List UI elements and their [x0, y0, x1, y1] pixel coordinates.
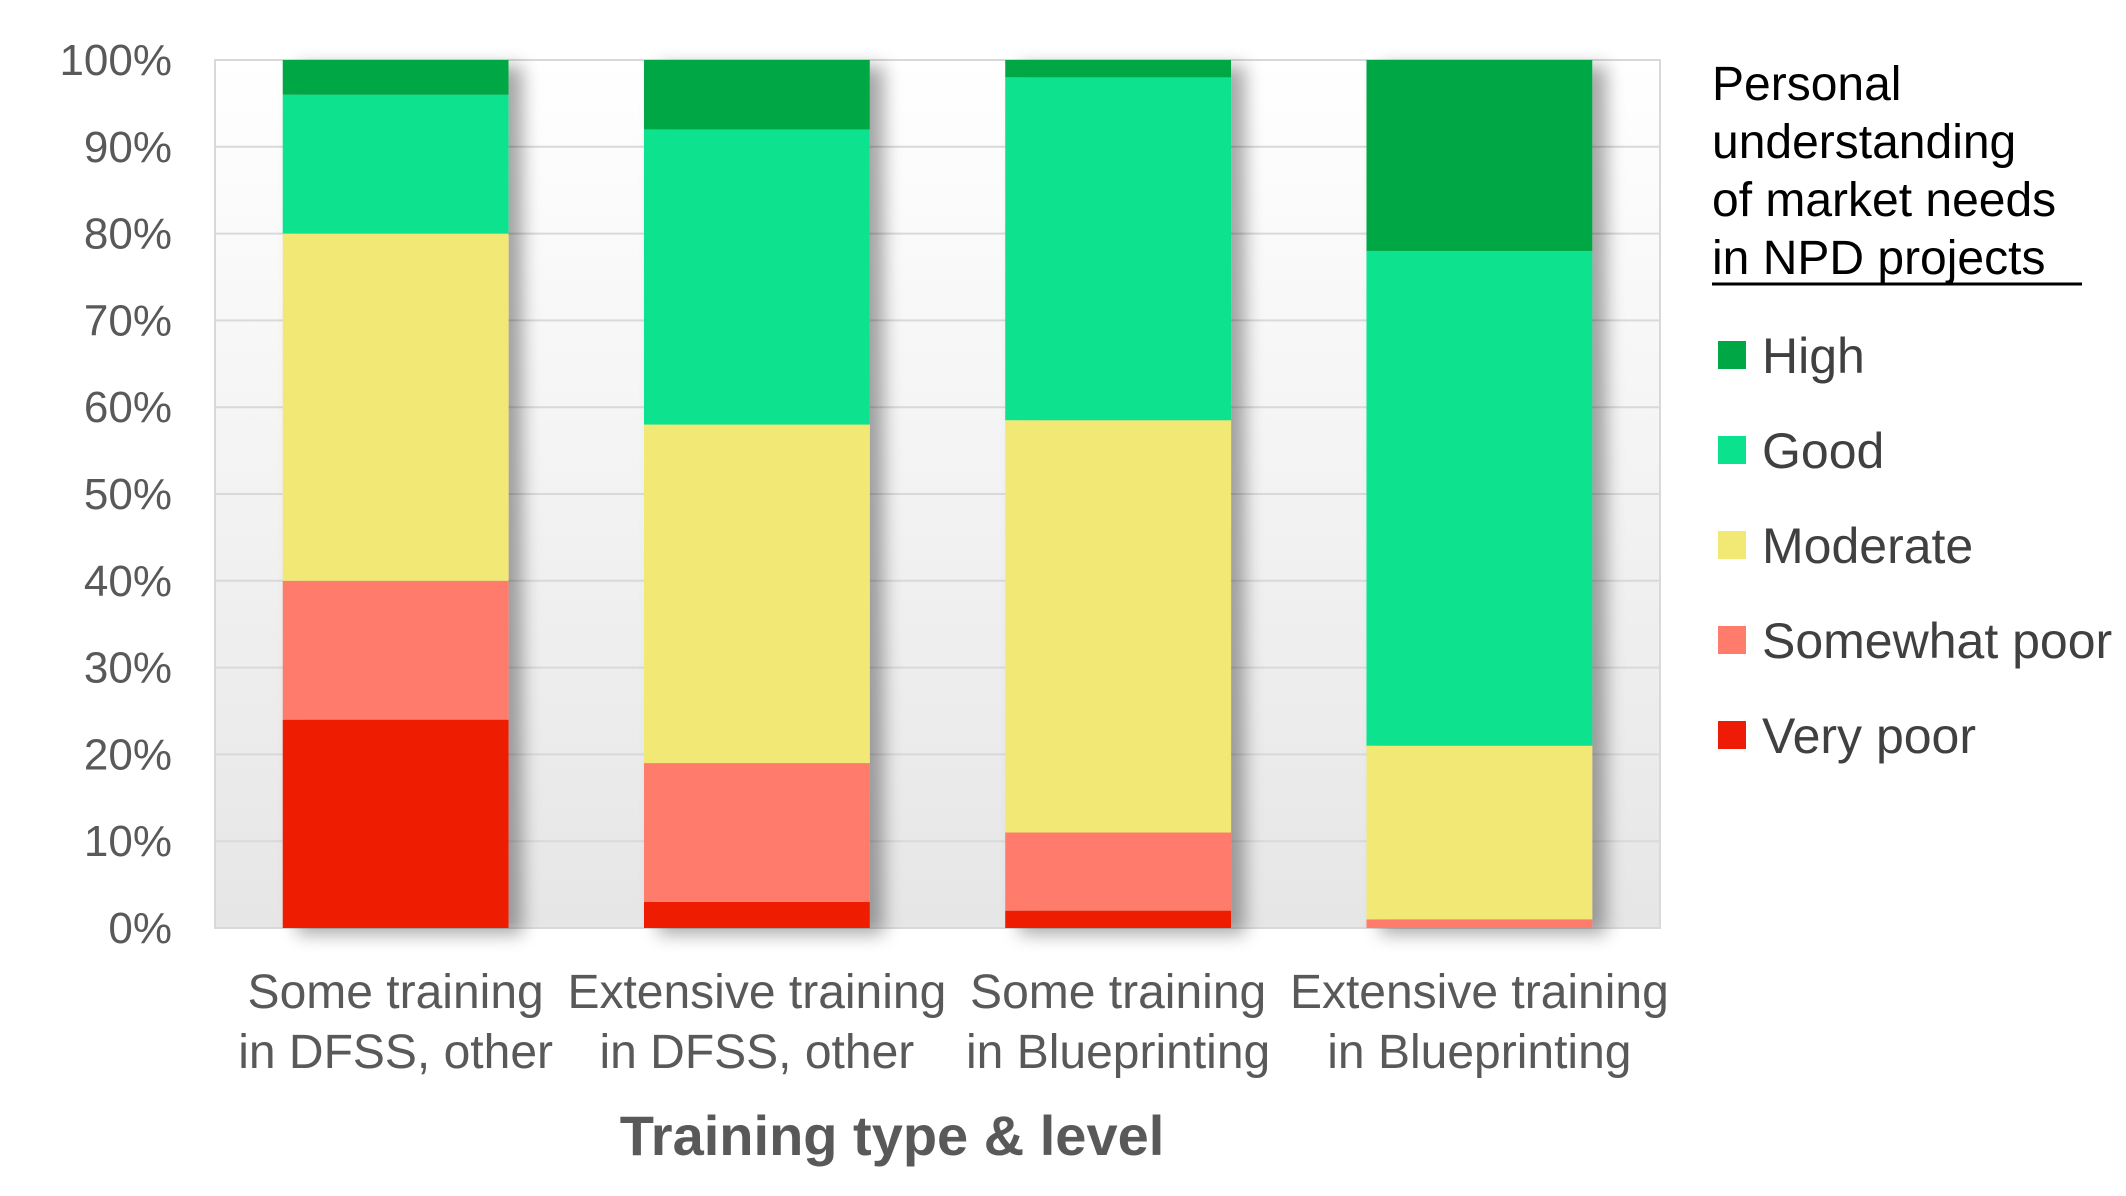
bar-segment-moderate: [1366, 745, 1593, 920]
legend-label: Somewhat poor: [1762, 613, 2112, 669]
x-category-label: in Blueprinting: [1327, 1026, 1631, 1079]
bar-segment-very-poor: [282, 719, 509, 928]
bar-segment-very-poor: [643, 901, 870, 928]
bars: [282, 60, 1593, 928]
legend-item: Very poor: [1718, 708, 1976, 764]
bar-segment-moderate: [643, 424, 870, 764]
bar-stack: [282, 60, 509, 928]
x-category-label: in Blueprinting: [966, 1026, 1270, 1079]
legend-title-line: in NPD projects: [1712, 232, 2045, 285]
bar-stack: [643, 60, 870, 928]
bar-segment-good: [1366, 250, 1593, 746]
legend-swatch: [1718, 721, 1746, 749]
legend-swatch: [1718, 626, 1746, 654]
legend-swatch: [1718, 436, 1746, 464]
y-tick-label: 90%: [84, 123, 172, 172]
bar-segment-moderate: [282, 233, 509, 581]
x-category-label: in DFSS, other: [599, 1026, 914, 1079]
bar-segment-high: [1005, 60, 1232, 78]
bar-segment-very-poor: [1005, 910, 1232, 928]
y-tick-label: 0%: [108, 904, 172, 953]
x-category-label: in DFSS, other: [238, 1026, 553, 1079]
legend-label: Moderate: [1762, 518, 1973, 574]
y-axis-tick-labels: 0% 10% 20% 30% 40% 50% 60% 70% 80% 90% 100%: [59, 36, 172, 953]
x-category-label: Extensive training: [1290, 966, 1669, 1019]
x-category-label: Extensive training: [567, 966, 946, 1019]
legend-items: High Good Moderate Somewhat poor Very poor: [1718, 328, 2112, 764]
y-tick-label: 30%: [84, 644, 172, 693]
legend-title-line: of market needs: [1712, 174, 2056, 227]
legend-label: Good: [1762, 423, 1884, 479]
bar-segment-somewhat-poor: [1366, 919, 1593, 928]
legend-label: High: [1762, 328, 1865, 384]
x-category-label: Some training: [970, 966, 1266, 1019]
bar-segment-high: [643, 60, 870, 130]
bar-segment-good: [282, 94, 509, 234]
legend-swatch: [1718, 531, 1746, 559]
x-axis-category-labels: Some training in DFSS, other Extensive tra…: [238, 966, 1669, 1079]
y-tick-label: 60%: [84, 383, 172, 432]
legend-swatch: [1718, 341, 1746, 369]
x-category-label: Some training: [248, 966, 544, 1019]
bar-segment-somewhat-poor: [1005, 832, 1232, 911]
bar-segment-somewhat-poor: [643, 763, 870, 902]
legend-item: High: [1718, 328, 1865, 384]
x-axis-title: Training type & level: [620, 1104, 1165, 1167]
legend-title-line: Personal: [1712, 58, 1901, 111]
bar-segment-high: [282, 60, 509, 95]
legend-item: Somewhat poor: [1718, 613, 2112, 669]
bar-stack: [1005, 60, 1232, 928]
y-tick-label: 70%: [84, 296, 172, 345]
bar-stack: [1366, 60, 1593, 928]
y-tick-label: 20%: [84, 730, 172, 779]
legend-item: Good: [1718, 423, 1884, 479]
y-tick-label: 80%: [84, 210, 172, 259]
y-tick-label: 10%: [84, 817, 172, 866]
bar-segment-moderate: [1005, 420, 1232, 833]
legend-label: Very poor: [1762, 708, 1976, 764]
y-tick-label: 100%: [59, 36, 172, 85]
bar-segment-somewhat-poor: [282, 580, 509, 720]
legend-item: Moderate: [1718, 518, 1973, 574]
bar-segment-good: [1005, 77, 1232, 421]
bar-segment-good: [643, 129, 870, 425]
y-tick-label: 40%: [84, 557, 172, 606]
y-tick-label: 50%: [84, 470, 172, 519]
legend-title-line: understanding: [1712, 116, 2016, 169]
bar-segment-high: [1366, 60, 1593, 251]
